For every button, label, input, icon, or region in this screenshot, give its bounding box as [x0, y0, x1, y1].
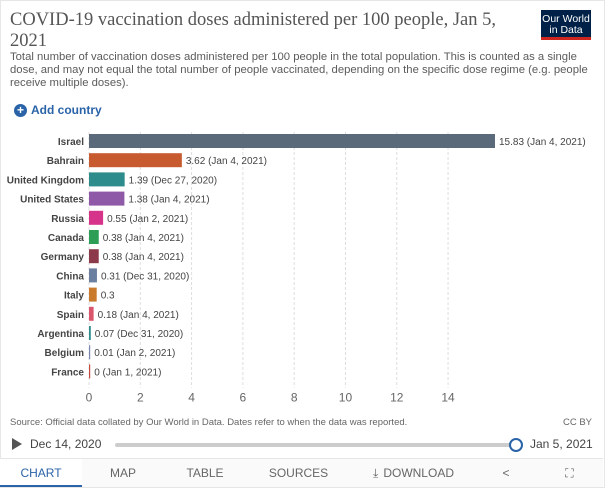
- bar: [89, 210, 104, 225]
- value-label: 1.39 (Dec 27, 2020): [129, 175, 217, 186]
- tab-map[interactable]: MAP: [109, 466, 136, 480]
- source-note: Source: Official data collated by Our Wo…: [10, 417, 408, 428]
- category-label: China: [56, 271, 84, 282]
- category-label: United Kingdom: [7, 175, 84, 186]
- play-icon[interactable]: [12, 438, 22, 450]
- tab-download-label: DOWNLOAD: [383, 466, 454, 480]
- value-label: 0.18 (Jan 4, 2021): [98, 310, 179, 321]
- bar: [89, 191, 125, 206]
- fullscreen-icon[interactable]: ⛶: [565, 466, 574, 480]
- x-tick-label: 0: [86, 391, 93, 405]
- value-label: 0.55 (Jan 2, 2021): [107, 214, 188, 225]
- tab-download[interactable]: ⤓ DOWNLOAD: [351, 459, 476, 487]
- category-label: Italy: [64, 291, 84, 302]
- category-label: Germany: [41, 252, 85, 263]
- bar-chart: 0 2 4 6 8 10 12 14 Israel 15.83 (Jan 4, 2021) Bahr…: [7, 132, 586, 405]
- logo-line-1: Our World: [542, 13, 590, 25]
- value-label: 0.3: [101, 291, 115, 302]
- bar: [89, 153, 182, 168]
- value-label: 0.38 (Jan 4, 2021): [103, 252, 184, 263]
- value-label: 3.62 (Jan 4, 2021): [186, 156, 267, 167]
- bar: [89, 306, 94, 321]
- bar: [89, 364, 91, 379]
- value-label: 0.31 (Dec 31, 2020): [101, 271, 189, 282]
- timeline: Dec 14, 2020 Jan 5, 2021: [0, 437, 605, 455]
- value-label: 0.01 (Jan 2, 2021): [94, 348, 175, 359]
- share-icon[interactable]: <: [502, 466, 510, 480]
- category-label: France: [51, 367, 84, 378]
- bar: [89, 134, 495, 148]
- x-tick-label: 8: [291, 391, 298, 405]
- tab-sources[interactable]: SOURCES: [268, 466, 329, 480]
- value-label: 1.38 (Jan 4, 2021): [128, 195, 209, 206]
- x-tick-label: 2: [137, 391, 144, 405]
- bar: [89, 268, 97, 283]
- x-tick-label: 4: [188, 391, 195, 405]
- bar: [89, 230, 99, 244]
- timeline-end-date: Jan 5, 2021: [530, 437, 593, 451]
- category-label: Argentina: [37, 329, 84, 340]
- value-label: 0.38 (Jan 4, 2021): [103, 233, 184, 244]
- bar: [89, 287, 97, 302]
- x-tick-label: 14: [441, 391, 455, 405]
- download-icon: ⤓: [373, 466, 379, 480]
- logo-line-2: in Data: [549, 24, 583, 36]
- tab-chart[interactable]: CHART: [0, 459, 82, 487]
- tab-bar: CHART MAP TABLE SOURCES ⤓ DOWNLOAD < ⛶: [0, 458, 603, 487]
- timeline-start-date: Dec 14, 2020: [30, 437, 102, 451]
- category-label: Belgium: [45, 348, 85, 359]
- x-tick-label: 12: [390, 391, 404, 405]
- owid-logo[interactable]: Our World in Data: [541, 10, 591, 40]
- value-label: 15.83 (Jan 4, 2021): [499, 137, 586, 148]
- chart-subtitle: Total number of vaccination doses admini…: [10, 51, 588, 89]
- category-label: Israel: [58, 137, 84, 148]
- bar: [89, 326, 91, 340]
- chart-title: COVID-19 vaccination doses administered …: [10, 10, 497, 51]
- timeline-slider-handle[interactable]: [509, 438, 523, 452]
- timeline-slider-track[interactable]: [115, 443, 515, 447]
- category-label: Canada: [48, 233, 85, 244]
- value-label: 0.07 (Dec 31, 2020): [95, 329, 183, 340]
- add-country-button[interactable]: + Add country: [14, 103, 102, 117]
- x-tick-label: 10: [339, 391, 353, 405]
- bar: [89, 345, 91, 360]
- category-label: United States: [20, 195, 84, 206]
- bar: [89, 172, 125, 187]
- category-label: Bahrain: [47, 156, 84, 167]
- plus-circle-icon: +: [14, 103, 27, 117]
- value-label: 0 (Jan 1, 2021): [94, 367, 161, 378]
- license-link[interactable]: CC BY: [562, 417, 592, 428]
- x-tick-label: 6: [240, 391, 247, 405]
- tab-table[interactable]: TABLE: [186, 466, 224, 480]
- category-label: Russia: [51, 214, 84, 225]
- bar: [89, 249, 99, 264]
- add-country-label: Add country: [31, 103, 102, 117]
- category-label: Spain: [57, 310, 84, 321]
